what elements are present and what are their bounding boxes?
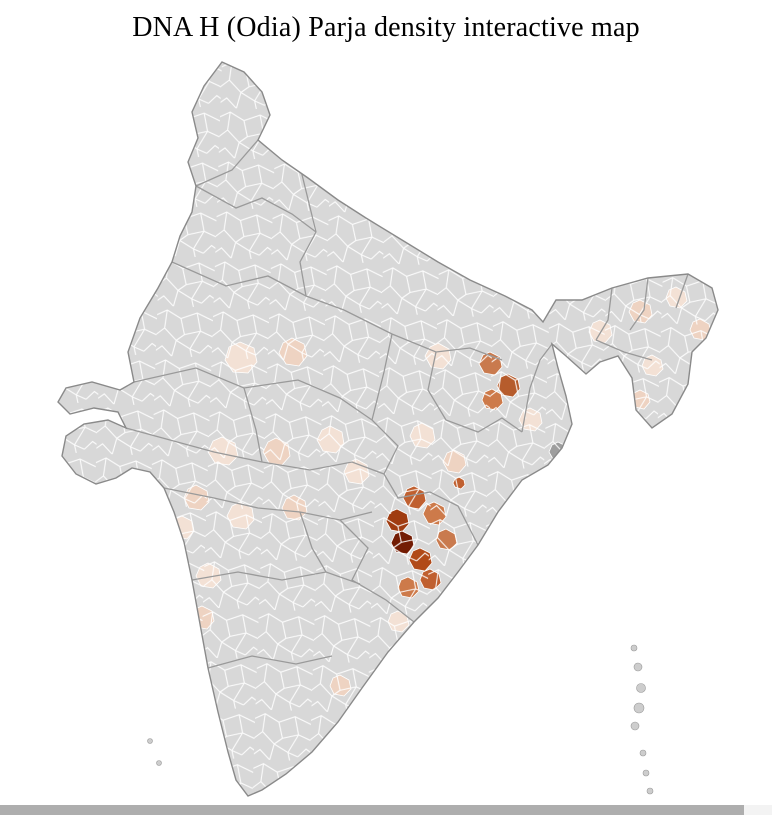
- page-title: DNA H (Odia) Parja density interactive m…: [132, 12, 640, 43]
- horizontal-scrollbar-thumb[interactable]: [0, 805, 744, 815]
- andaman-islands[interactable]: [630, 644, 654, 795]
- district-borders-mesh: [58, 62, 718, 796]
- state-borders: [125, 139, 689, 669]
- horizontal-scrollbar-track[interactable]: [0, 805, 772, 815]
- lakshadweep-islands[interactable]: [147, 738, 162, 766]
